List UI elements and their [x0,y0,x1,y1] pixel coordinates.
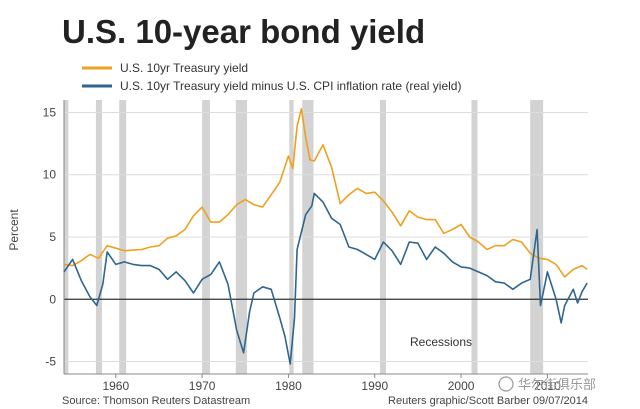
series-line-nominal-yield [63,107,588,278]
x-tick-label-1970: 1970 [189,379,216,393]
x-tick-label-2000: 2000 [448,379,475,393]
legend-label-nominal: U.S. 10yr Treasury yield [120,61,248,75]
y-tick-label-5: 5 [49,230,56,244]
legend: U.S. 10yr Treasury yield U.S. 10yr Treas… [82,61,461,93]
plot-area: -5 0 5 10 15 1960 1970 1980 1990 2000 2010 [43,100,588,393]
x-tick-label-2010: 2010 [534,379,561,393]
wechat-icon [498,376,514,392]
watermark-text: 华尔街俱乐部 [518,378,596,393]
y-axis-label: Percent [7,209,21,251]
x-tick-label-1990: 1990 [361,379,388,393]
y-tick-label-15: 15 [43,105,57,119]
x-tick-label-1980: 1980 [275,379,302,393]
recessions-annotation: Recessions [410,335,472,349]
y-tick-label-10: 10 [43,168,57,182]
x-tick-label-1960: 1960 [102,379,129,393]
watermark: 华尔街俱乐部 [498,376,596,393]
chart-title: U.S. 10-year bond yield [62,13,425,50]
legend-label-real: U.S. 10yr Treasury yield minus U.S. CPI … [120,79,461,93]
credit-note: Reuters graphic/Scott Barber 09/07/2014 [388,395,588,407]
source-note: Source: Thomson Reuters Datastream [62,395,250,407]
series-line-real-yield [63,192,588,365]
y-tick-label-0: 0 [49,292,56,306]
y-tick-label--5: -5 [45,355,56,369]
